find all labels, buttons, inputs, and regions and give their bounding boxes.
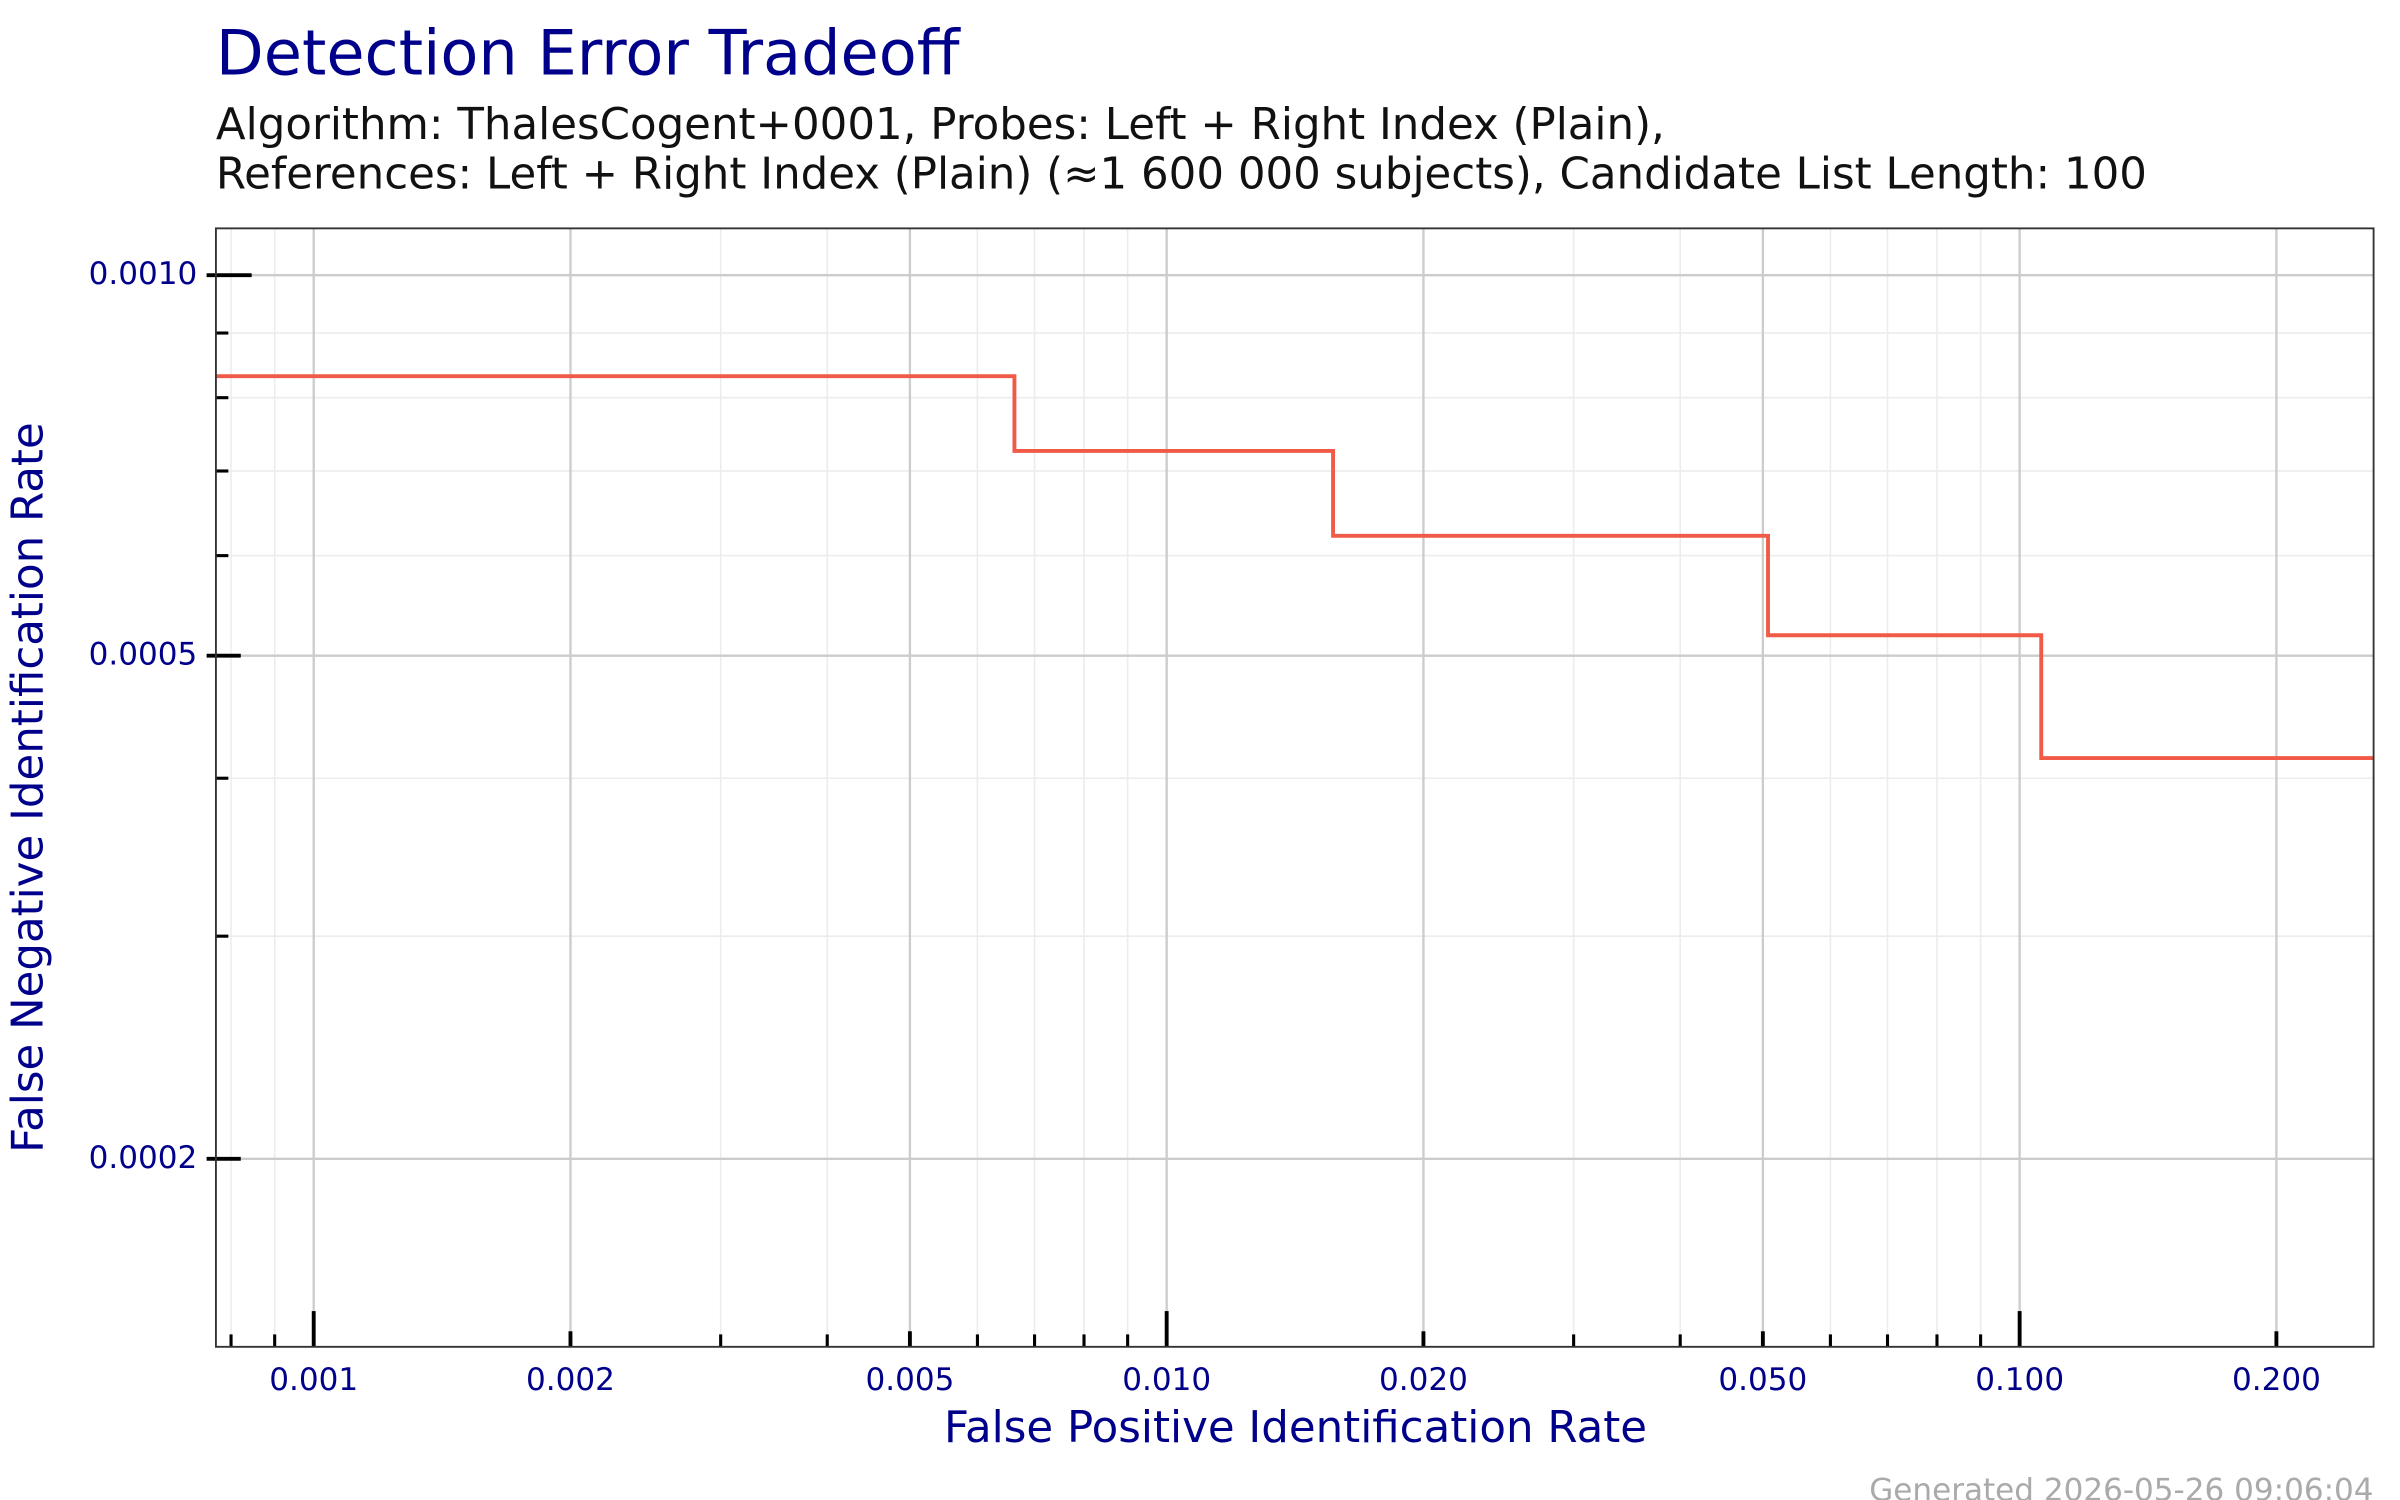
chart-title: Detection Error Tradeoff [216, 17, 961, 90]
x-tick-label: 0.005 [865, 1362, 954, 1398]
y-axis-label: False Negative Identification Rate [4, 422, 54, 1153]
y-tick-label: 0.0002 [89, 1140, 198, 1176]
x-tick-label: 0.100 [1975, 1362, 2064, 1398]
y-tick-label: 0.0010 [89, 256, 198, 292]
x-tick-label: 0.200 [2232, 1362, 2321, 1398]
x-tick-label: 0.050 [1718, 1362, 1807, 1398]
x-tick-label: 0.010 [1122, 1362, 1211, 1398]
x-tick-label: 0.002 [526, 1362, 615, 1398]
y-tick-label: 0.0005 [89, 637, 198, 673]
chart-subtitle: References: Left + Right Index (Plain) (… [216, 150, 2147, 200]
series-line [215, 374, 2374, 760]
x-tick-label: 0.001 [269, 1362, 358, 1398]
x-tick-label: 0.020 [1379, 1362, 1468, 1398]
x-axis-label: False Positive Identification Rate [944, 1403, 1647, 1453]
footer: Generated 2026-05-26 09:06:04 [1869, 1472, 2373, 1500]
plot-frame [214, 227, 2375, 1348]
chart-subtitle: Algorithm: ThalesCogent+0001, Probes: Le… [216, 100, 1665, 150]
